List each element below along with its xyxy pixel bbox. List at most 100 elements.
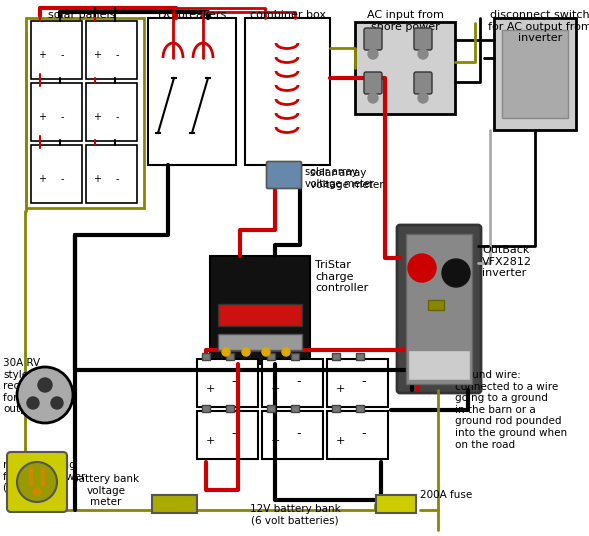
Bar bbox=[428, 300, 444, 310]
Text: -: - bbox=[115, 50, 119, 60]
Circle shape bbox=[368, 93, 378, 103]
Circle shape bbox=[222, 348, 230, 356]
Bar bbox=[494, 18, 576, 130]
Bar bbox=[291, 405, 299, 412]
Circle shape bbox=[262, 348, 270, 356]
Text: disconnect switch
for AC output from
inverter: disconnect switch for AC output from inv… bbox=[488, 10, 589, 43]
Text: +: + bbox=[335, 436, 345, 446]
Circle shape bbox=[242, 348, 250, 356]
Text: solar array
voltage meter: solar array voltage meter bbox=[310, 168, 383, 190]
FancyBboxPatch shape bbox=[397, 225, 481, 393]
Text: -: - bbox=[297, 376, 301, 389]
Bar bbox=[262, 359, 323, 407]
Bar bbox=[31, 21, 82, 79]
Text: -: - bbox=[115, 112, 119, 122]
Bar bbox=[210, 256, 310, 364]
Bar bbox=[86, 21, 137, 79]
Text: battery bank
voltage
meter: battery bank voltage meter bbox=[72, 474, 140, 507]
Circle shape bbox=[442, 259, 470, 287]
Text: solar panels: solar panels bbox=[48, 10, 115, 20]
Bar bbox=[406, 234, 472, 384]
Text: -: - bbox=[115, 174, 119, 184]
Circle shape bbox=[418, 49, 428, 59]
Text: -: - bbox=[60, 174, 64, 184]
Bar bbox=[86, 83, 137, 141]
Bar bbox=[202, 405, 210, 412]
Circle shape bbox=[368, 49, 378, 59]
Circle shape bbox=[51, 397, 63, 409]
Text: TriStar
charge
controller: TriStar charge controller bbox=[315, 260, 368, 293]
Bar bbox=[327, 359, 388, 407]
Bar bbox=[218, 304, 302, 326]
Circle shape bbox=[38, 378, 52, 392]
Circle shape bbox=[17, 462, 57, 502]
FancyBboxPatch shape bbox=[266, 161, 302, 189]
Circle shape bbox=[27, 397, 39, 409]
Bar bbox=[356, 405, 364, 412]
Bar bbox=[262, 411, 323, 459]
Text: recessed plug
for shore power
(AC input): recessed plug for shore power (AC input) bbox=[3, 460, 85, 493]
Text: +: + bbox=[335, 384, 345, 394]
Bar bbox=[267, 405, 275, 412]
Text: -: - bbox=[231, 376, 236, 389]
FancyBboxPatch shape bbox=[364, 28, 382, 50]
Circle shape bbox=[17, 367, 73, 423]
FancyBboxPatch shape bbox=[7, 452, 67, 512]
Bar bbox=[355, 22, 455, 114]
Text: combiner box: combiner box bbox=[250, 10, 326, 20]
Text: AC input from
shore power: AC input from shore power bbox=[366, 10, 444, 32]
Circle shape bbox=[282, 348, 290, 356]
Text: DC breakers: DC breakers bbox=[158, 10, 226, 20]
Bar bbox=[86, 145, 137, 203]
Text: +: + bbox=[93, 174, 101, 184]
Bar bbox=[31, 145, 82, 203]
Circle shape bbox=[33, 488, 41, 496]
Text: ground wire:
connected to a wire
going to a ground
in the barn or a
ground rod p: ground wire: connected to a wire going t… bbox=[455, 370, 567, 450]
Bar bbox=[502, 30, 568, 118]
Circle shape bbox=[408, 254, 436, 282]
Bar bbox=[408, 350, 470, 380]
Text: -: - bbox=[297, 428, 301, 441]
Bar bbox=[26, 18, 144, 208]
Bar bbox=[327, 411, 388, 459]
Text: +: + bbox=[38, 174, 46, 184]
FancyBboxPatch shape bbox=[414, 28, 432, 50]
Text: +: + bbox=[206, 436, 214, 446]
Bar bbox=[226, 353, 234, 360]
FancyBboxPatch shape bbox=[414, 72, 432, 94]
Text: 30A RV
style
receptacle
for inverter
output: 30A RV style receptacle for inverter out… bbox=[3, 358, 62, 414]
Text: +: + bbox=[38, 50, 46, 60]
Bar bbox=[245, 18, 330, 165]
Text: solar array
voltage meter: solar array voltage meter bbox=[305, 167, 374, 189]
Bar bbox=[197, 359, 258, 407]
Text: +: + bbox=[38, 112, 46, 122]
Text: +: + bbox=[270, 436, 280, 446]
Text: +: + bbox=[93, 50, 101, 60]
Bar bbox=[332, 405, 340, 412]
Text: -: - bbox=[60, 112, 64, 122]
Bar bbox=[202, 353, 210, 360]
Text: -: - bbox=[231, 428, 236, 441]
FancyBboxPatch shape bbox=[364, 72, 382, 94]
Bar bbox=[291, 353, 299, 360]
Text: +: + bbox=[270, 384, 280, 394]
Bar bbox=[218, 334, 302, 350]
Bar bbox=[267, 353, 275, 360]
Text: +: + bbox=[93, 112, 101, 122]
Circle shape bbox=[418, 93, 428, 103]
Text: OutBack
VFX2812
inverter: OutBack VFX2812 inverter bbox=[482, 245, 532, 278]
Bar bbox=[356, 353, 364, 360]
Bar bbox=[226, 405, 234, 412]
Bar bbox=[376, 495, 416, 513]
Bar bbox=[332, 353, 340, 360]
Bar bbox=[31, 83, 82, 141]
Bar bbox=[148, 18, 236, 165]
Bar bbox=[197, 411, 258, 459]
Text: 12V battery bank
(6 volt batteries): 12V battery bank (6 volt batteries) bbox=[250, 504, 340, 526]
Text: +: + bbox=[206, 384, 214, 394]
Text: 200A fuse: 200A fuse bbox=[420, 490, 472, 500]
Text: -: - bbox=[362, 376, 366, 389]
Text: -: - bbox=[60, 50, 64, 60]
Text: -: - bbox=[362, 428, 366, 441]
Bar bbox=[152, 495, 197, 513]
